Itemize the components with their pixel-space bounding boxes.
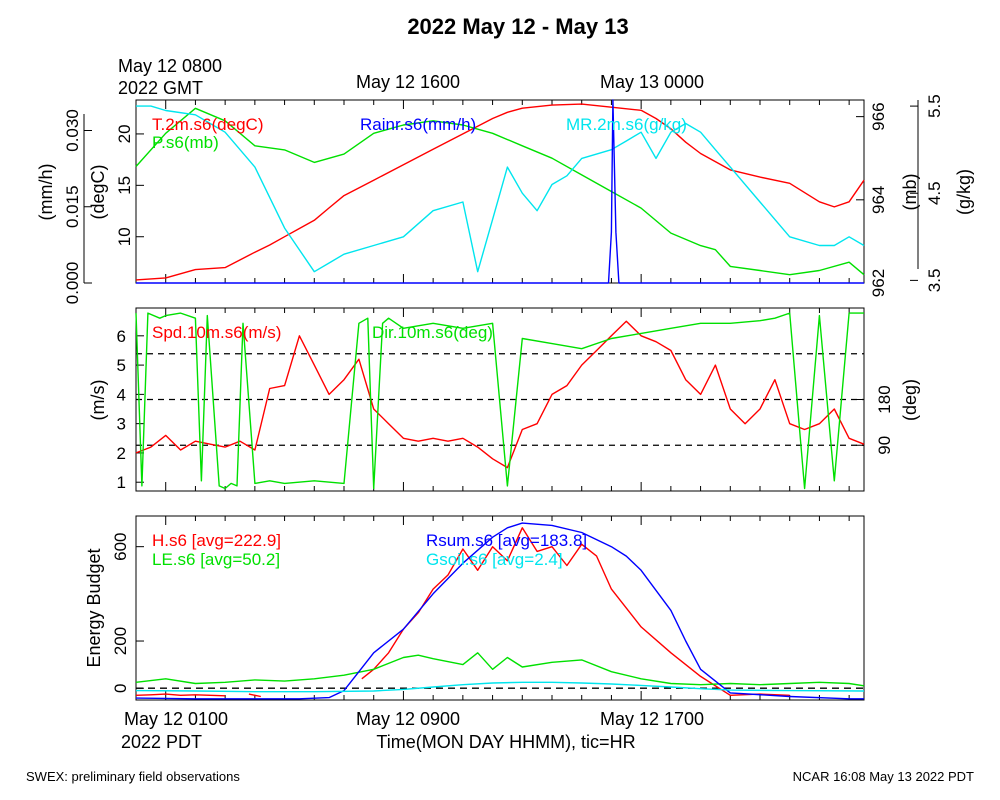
energy-axis-tick-label: 200 <box>111 627 130 655</box>
wind-direction-line <box>135 312 864 490</box>
legend-wind-direction: Dir.10m.s6(deg) <box>372 323 493 342</box>
bottom-axis-label-3: May 12 1700 <box>600 709 704 729</box>
mr-axis-tick-label: 5.5 <box>925 94 944 118</box>
latent-heat-line <box>135 652 865 687</box>
direction-axis-tick-label: 180 <box>875 385 894 413</box>
pres-axis-tick-label: 962 <box>869 269 888 297</box>
pres-axis-tick-label: 966 <box>869 102 888 130</box>
bottom-axis-label-2: May 12 0900 <box>356 709 460 729</box>
legend-sensible-heat: H.s6 [avg=222.9] <box>152 531 281 550</box>
bottom-axis-label-1: May 12 0100 <box>124 709 228 729</box>
direction-axis-tick-label: 90 <box>875 436 894 455</box>
footer-left: SWEX: preliminary field observations <box>26 769 240 784</box>
panel-3-frame <box>135 515 865 701</box>
sensible-heat-line <box>135 693 226 697</box>
temp-axis-tick-label: 10 <box>115 227 134 246</box>
speed-axis-tick-label: 2 <box>117 444 126 463</box>
radiation-sum-line <box>135 522 864 700</box>
top-axis-zone-label: 2022 GMT <box>118 78 203 98</box>
rain-rate-line <box>136 99 864 284</box>
rain-axis-tick-label: 0.015 <box>63 185 82 228</box>
footer-right: NCAR 16:08 May 13 2022 PDT <box>793 769 974 784</box>
chart-title: 2022 May 12 - May 13 <box>407 14 628 39</box>
speed-axis-tick-label: 4 <box>117 385 126 404</box>
direction-axis-label: (deg) <box>900 379 920 421</box>
temperature-line <box>135 103 865 281</box>
legend-pressure: P.s6(mb) <box>152 133 219 152</box>
rain-axis-tick-label: 0.000 <box>63 262 82 305</box>
panel-wind: 1 2 3 4 5 6 90 180 <box>117 307 894 492</box>
energy-axis-tick-label: 0 <box>111 683 130 692</box>
legend-mixing-ratio: MR.2m.s6(g/kg) <box>566 115 687 134</box>
energy-axis-label: Energy Budget <box>84 548 104 667</box>
legend-wind-speed: Spd.10m.s6(m/s) <box>152 323 281 342</box>
speed-axis-tick-label: 1 <box>117 473 126 492</box>
pressure-line <box>135 107 865 276</box>
speed-axis-tick-label: 3 <box>117 415 126 434</box>
speed-axis-tick-label: 6 <box>117 327 126 346</box>
temp-axis-tick-label: 15 <box>115 176 134 195</box>
legend-soil-heat: Gsoil.s6 [avg=2.4] <box>426 550 563 569</box>
temp-axis-tick-label: 20 <box>115 124 134 143</box>
top-axis-label-1: May 12 0800 <box>118 56 222 76</box>
mr-axis-tick-label: 4.5 <box>925 181 944 205</box>
energy-axis-tick-label: 600 <box>111 532 130 560</box>
panel-energy-budget: 0 200 600 <box>111 515 865 701</box>
top-axis-label-3: May 13 0000 <box>600 72 704 92</box>
wind-speed-line <box>135 320 865 469</box>
soil-heat-line <box>135 681 865 693</box>
legend-rain-rate: Rainr.s6(mm/h) <box>360 115 476 134</box>
legend-radiation-sum: Rsum.s6 [avg=183.8] <box>426 531 587 550</box>
sensible-heat-line <box>248 693 261 698</box>
bottom-axis-zone-label: 2022 PDT <box>121 732 202 752</box>
rain-axis-tick-label: 0.030 <box>63 109 82 152</box>
pres-axis-label: (mb) <box>900 174 920 211</box>
legend-temperature: T.2m.s6(degC) <box>152 115 263 134</box>
rain-axis-label: (mm/h) <box>36 164 56 221</box>
top-axis-label-2: May 12 1600 <box>356 72 460 92</box>
panel-temperature-pressure: 10 15 20 0.000 0.015 0.030 962 964 966 3.5 4.5 5.5 <box>63 94 944 304</box>
mr-axis-tick-label: 3.5 <box>925 269 944 293</box>
mixing-ratio-line <box>136 105 865 273</box>
speed-axis-label: (m/s) <box>88 380 108 421</box>
pres-axis-tick-label: 964 <box>869 186 888 214</box>
x-axis-title: Time(MON DAY HHMM), tic=HR <box>376 732 635 752</box>
speed-axis-tick-label: 5 <box>117 356 126 375</box>
legend-latent-heat: LE.s6 [avg=50.2] <box>152 550 280 569</box>
temp-axis-label: (degC) <box>88 164 108 219</box>
mr-axis-label: (g/kg) <box>954 169 974 215</box>
